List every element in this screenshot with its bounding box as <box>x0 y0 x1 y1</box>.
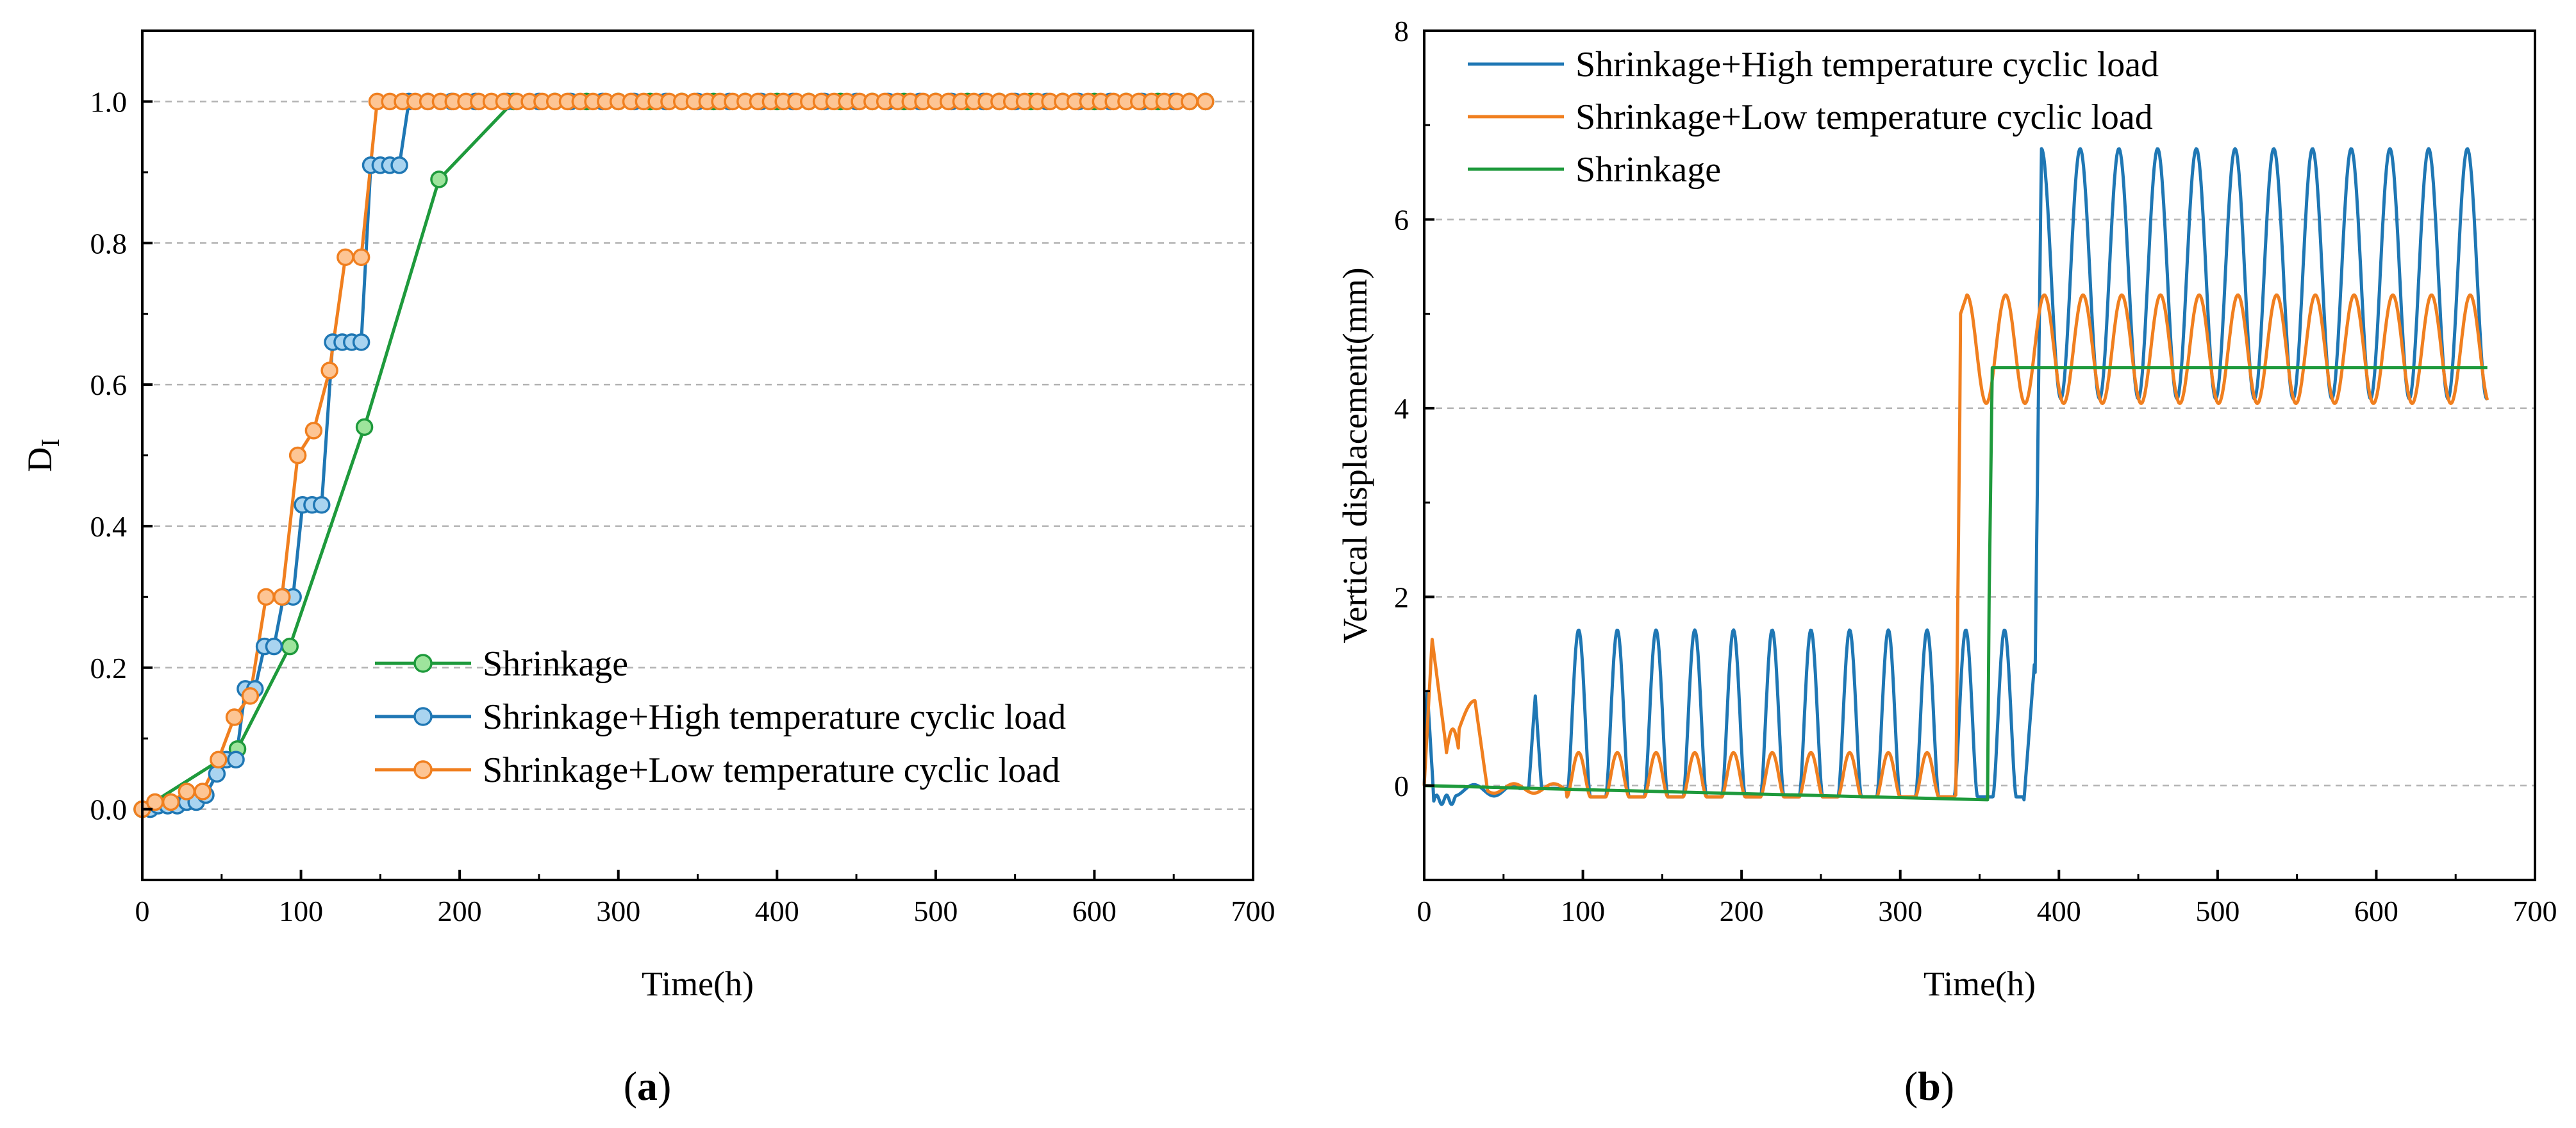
data-point-low <box>225 708 244 726</box>
panel-a-legend: Shrinkage Shrinkage+High temperature cycl… <box>375 644 1066 790</box>
legend-label-high: Shrinkage+High temperature cyclic load <box>483 697 1066 737</box>
x-tick-label: 600 <box>1072 895 1117 927</box>
x-tick-label: 600 <box>2354 895 2398 927</box>
y-tick-label: 1.0 <box>90 85 128 118</box>
panel-b-caption-open: ( <box>1904 1063 1918 1109</box>
panel-a-y-axis-title-subscript: I <box>36 438 65 447</box>
data-point-low <box>146 793 164 811</box>
x-tick-label: 700 <box>1231 895 1276 927</box>
panel-b-caption-letter: b <box>1918 1063 1941 1109</box>
panel-a-caption-letter: a <box>637 1063 658 1109</box>
x-tick-label: 100 <box>1561 895 1605 927</box>
y-tick-label: 0 <box>1394 770 1409 802</box>
data-point-low <box>210 751 228 769</box>
panel-a-ticks: 0.0 0.2 0.4 0.6 0.8 1.0 0 100 200 300 400 500 600 700 <box>90 85 1276 927</box>
x-tick-label: 300 <box>596 895 640 927</box>
data-point-low <box>1196 92 1215 111</box>
legend-marker-low <box>413 760 433 779</box>
series-line-shrinkage <box>1424 366 2488 802</box>
panel-b-series <box>1422 147 2489 806</box>
legend-label-high: Shrinkage+High temperature cyclic load <box>1575 45 2159 85</box>
y-tick-label: 0.4 <box>90 510 128 543</box>
data-point-low <box>178 783 196 800</box>
legend-label-low: Shrinkage+Low temperature cyclic load <box>483 751 1060 790</box>
data-point-low <box>194 783 212 800</box>
data-point-high <box>208 765 226 783</box>
data-point-low <box>304 422 323 440</box>
x-tick-label: 200 <box>438 895 482 927</box>
data-point-high <box>227 751 245 769</box>
x-tick-label: 100 <box>279 895 323 927</box>
y-tick-label: 0.0 <box>90 793 128 826</box>
panel-b-legend: Shrinkage+High temperature cyclic load Sh… <box>1468 45 2159 190</box>
x-tick-label: 200 <box>1720 895 1764 927</box>
data-point-shrinkage <box>281 637 299 656</box>
legend-label-low: Shrinkage+Low temperature cyclic load <box>1575 97 2153 137</box>
y-tick-label: 0.8 <box>90 227 128 260</box>
panel-b-y-axis-title: Vertical displacement(mm) <box>1336 267 1374 643</box>
legend-marker-shrinkage <box>413 654 433 673</box>
x-tick-label: 300 <box>1878 895 1922 927</box>
x-tick-label: 0 <box>1417 895 1432 927</box>
panel-b-ticks: 0 2 4 6 8 0 100 200 300 400 500 600 700 <box>1394 15 2557 927</box>
y-tick-label: 4 <box>1394 392 1409 425</box>
panel-a-caption-close: ) <box>658 1063 671 1109</box>
panel-a-y-axis-title-main: D <box>21 447 59 472</box>
panel-b-caption-close: ) <box>1941 1063 1954 1109</box>
panel-b: 0 2 4 6 8 0 100 200 300 400 500 600 700 Time(h) Vert… <box>1336 15 2557 1109</box>
data-point-high <box>265 637 283 656</box>
data-point-high <box>352 333 370 351</box>
panel-a: 0.0 0.2 0.4 0.6 0.8 1.0 0 100 200 300 400 500 600 700… <box>21 29 1276 1109</box>
panel-a-caption-open: ( <box>624 1063 637 1109</box>
data-point-high <box>390 156 408 174</box>
y-tick-label: 2 <box>1394 581 1409 613</box>
data-point-low <box>241 687 260 705</box>
y-tick-label: 8 <box>1394 15 1409 47</box>
data-point-low <box>337 248 354 267</box>
panel-a-y-axis-title: DI <box>21 438 65 472</box>
data-point-shrinkage <box>430 170 448 188</box>
data-point-low <box>273 588 291 606</box>
data-point-low <box>257 588 275 606</box>
x-tick-label: 500 <box>913 895 958 927</box>
y-tick-label: 0.2 <box>90 652 128 684</box>
x-tick-label: 500 <box>2195 895 2239 927</box>
data-point-low <box>162 793 180 811</box>
legend-label-shrinkage: Shrinkage <box>483 644 628 684</box>
series-line-low <box>1422 293 2489 799</box>
panel-b-gridlines <box>1424 219 2535 787</box>
data-point-shrinkage <box>355 418 374 436</box>
x-tick-label: 400 <box>2037 895 2081 927</box>
y-tick-label: 0.6 <box>90 369 128 401</box>
panel-a-x-axis-title: Time(h) <box>642 965 754 1003</box>
legend-marker-high <box>413 707 433 726</box>
data-point-low <box>1181 92 1199 111</box>
panel-b-caption: (b) <box>1904 1063 1954 1109</box>
data-point-low <box>320 361 338 379</box>
x-tick-label: 700 <box>2513 895 2557 927</box>
legend-label-shrinkage: Shrinkage <box>1575 150 1721 190</box>
x-tick-label: 0 <box>135 895 150 927</box>
data-point-low <box>288 446 307 465</box>
x-tick-label: 400 <box>755 895 799 927</box>
panel-a-series <box>133 92 1215 818</box>
panel-b-x-axis-title: Time(h) <box>1924 965 2036 1003</box>
data-point-low <box>352 248 370 267</box>
panel-a-caption: (a) <box>624 1063 672 1109</box>
y-tick-label: 6 <box>1394 203 1409 236</box>
data-point-high <box>313 496 331 514</box>
